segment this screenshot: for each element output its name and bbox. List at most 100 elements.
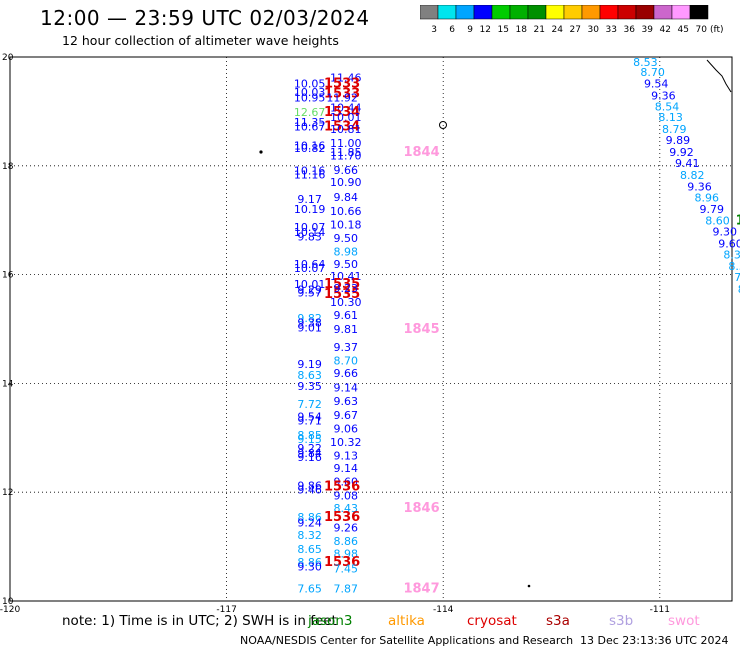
x-tick-label: -117 xyxy=(216,605,236,612)
island-mark xyxy=(527,584,531,588)
pass-time-label: 1536 xyxy=(324,510,360,525)
wave-height-value: 9.81 xyxy=(333,323,358,336)
satellite-legend-cryosat: cryosat xyxy=(467,613,517,629)
wave-height-value: 10.30 xyxy=(330,296,362,309)
wave-height-value: 8.32 xyxy=(297,529,322,542)
colorbar-label: 27 xyxy=(570,25,581,35)
wave-height-value: 9.30 xyxy=(297,561,322,574)
wave-height-value: 9.29 xyxy=(297,284,322,297)
wave-height-value: 8.54 xyxy=(655,100,680,113)
satellite-legend-swot: swot xyxy=(668,613,700,629)
wave-height-value: 9.23 xyxy=(333,282,358,295)
pass-time-label: 1536 xyxy=(324,555,360,570)
satellite-legend-jason3: jason3 xyxy=(308,613,353,629)
chart-title: 12:00 — 23:59 UTC 02/03/2024 xyxy=(40,6,370,30)
wave-height-value: 9.14 xyxy=(333,462,358,475)
wave-height-value: 11.46 xyxy=(330,71,362,84)
wave-height-value: 8.85 xyxy=(297,429,322,442)
wave-height-value: 10.81 xyxy=(330,123,362,136)
satellite-legend-altika: altika xyxy=(388,613,425,629)
wave-height-value: 10.18 xyxy=(330,218,362,231)
colorbar-label: 24 xyxy=(552,25,564,35)
wave-height-value: 8.53 xyxy=(633,56,658,69)
y-tick-label: 12 xyxy=(2,488,13,498)
wave-height-value: 9.82 xyxy=(297,312,322,325)
pass-time-label: 1533 xyxy=(324,86,360,101)
wave-height-value: 11.85 xyxy=(330,146,362,159)
wave-height-value: 9.57 xyxy=(297,286,322,299)
wave-height-value: 8.60 xyxy=(705,215,730,228)
wave-height-value: 8.65 xyxy=(297,543,322,556)
colorbar-label: 33 xyxy=(606,25,617,35)
colorbar-swatch xyxy=(689,5,709,20)
wave-height-value: 10.44 xyxy=(330,101,362,114)
generated-timestamp: 13 Dec 23:13:36 UTC 2024 xyxy=(580,634,729,647)
pass-time-label: 1844 xyxy=(403,145,439,160)
wave-height-value: 8.86 xyxy=(297,511,322,524)
wave-height-value: 10.16 xyxy=(294,139,326,152)
wave-height-value: 10.82 xyxy=(294,142,326,155)
wave-height-value: 11.70 xyxy=(330,149,362,162)
colorbar-label: 6 xyxy=(449,25,455,35)
pass-time-label: 1838 xyxy=(736,214,740,229)
wave-height-value: 8.30 xyxy=(723,248,740,261)
wave-height-value: 9.36 xyxy=(651,89,676,102)
wave-height-value: 10.95 xyxy=(294,92,326,105)
x-tick-label: -120 xyxy=(0,605,20,612)
wave-height-value: 10.03 xyxy=(294,86,326,99)
y-tick-label: 18 xyxy=(2,162,14,172)
wave-height-value: 7.65 xyxy=(297,582,322,595)
coastline xyxy=(706,59,732,93)
x-tick-label: -111 xyxy=(650,605,670,612)
wave-height-value: 9.19 xyxy=(297,358,322,371)
wave-height-value: 9.84 xyxy=(297,447,322,460)
wave-height-value: 9.86 xyxy=(297,479,322,492)
colorbar-label: 42 xyxy=(660,25,671,35)
wave-height-value: 9.84 xyxy=(333,191,358,204)
wave-height-value: 8.86 xyxy=(297,556,322,569)
wave-height-value: 9.46 xyxy=(297,483,322,496)
chart-subtitle: 12 hour collection of altimeter wave hei… xyxy=(62,33,339,48)
colorbar-label: 12 xyxy=(480,25,491,35)
colorbar-label: 30 xyxy=(588,25,600,35)
satellite-legend: jason3 altika cryosat s3a s3b swot xyxy=(0,613,740,631)
wave-height-value: 7.88 xyxy=(734,271,740,284)
wave-height-value: 9.71 xyxy=(297,415,322,428)
wave-height-value: 10.67 xyxy=(294,120,326,133)
colorbar-label: 18 xyxy=(516,25,528,35)
wave-height-value: 9.60 xyxy=(333,476,358,489)
wave-height-value: 8.96 xyxy=(694,192,719,205)
wave-height-value: 10.66 xyxy=(330,205,362,218)
wave-height-value: 9.14 xyxy=(333,382,358,395)
x-tick-label: -114 xyxy=(433,605,454,612)
pass-time-label: 1535 xyxy=(324,287,360,302)
wave-height-value: 9.01 xyxy=(297,322,322,335)
wave-height-value: 8.31 xyxy=(738,283,740,296)
wave-height-value: 10.19 xyxy=(294,203,326,216)
pass-time-label: 1845 xyxy=(403,322,439,337)
wave-height-value: 9.60 xyxy=(718,237,740,250)
wave-height-value: 8.13 xyxy=(658,111,683,124)
colorbar-label: 21 xyxy=(534,25,545,35)
wave-height-value: 11.92 xyxy=(326,92,358,105)
wave-height-value: 10.90 xyxy=(330,176,362,189)
wave-height-colorbar: 3 6 9 12 15 18 21 24 27 30 33 36 39 42 45 70 (ft) xyxy=(420,5,724,35)
wave-height-value: 7.87 xyxy=(333,582,358,595)
wave-height-value: 8.79 xyxy=(662,123,687,136)
wave-height-value: 10.16 xyxy=(294,165,326,178)
wave-height-value: 9.92 xyxy=(669,146,694,159)
wave-height-value: 7.72 xyxy=(297,398,322,411)
wave-height-value: 9.30 xyxy=(713,225,738,238)
wave-height-value: 10.07 xyxy=(294,221,326,234)
wave-height-map: -120-117-114-111-108-1010121416182011.46… xyxy=(0,53,740,612)
y-tick-label: 14 xyxy=(2,379,14,389)
wave-height-value: 10.01 xyxy=(330,111,362,124)
wave-height-value: 9.66 xyxy=(333,367,358,380)
wave-height-value: 9.22 xyxy=(297,442,322,455)
wave-height-value: 9.08 xyxy=(333,489,358,502)
wave-height-value: 11.16 xyxy=(294,168,326,181)
wave-height-value: 9.13 xyxy=(333,450,358,463)
wave-height-value: 8.82 xyxy=(680,169,705,182)
pass-time-label: 1534 xyxy=(324,105,360,120)
